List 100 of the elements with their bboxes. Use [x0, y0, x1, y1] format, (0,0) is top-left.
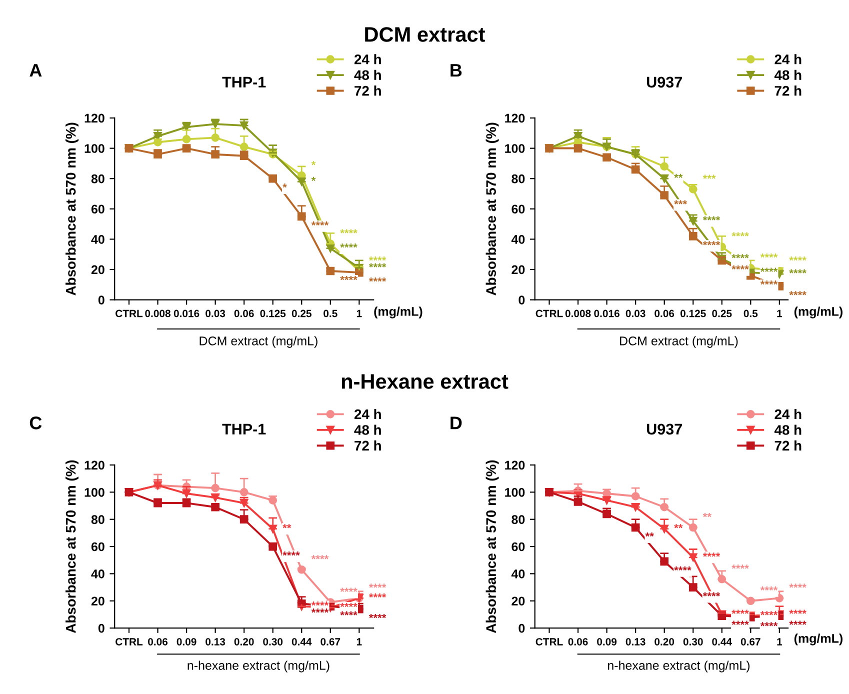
data-label: **	[674, 524, 683, 528]
data-label: ****	[789, 610, 806, 614]
y-tick-label: 80	[512, 174, 525, 184]
x-tick-label: 0.30	[683, 638, 703, 646]
y-tick-label: 100	[505, 488, 525, 497]
data-label: **	[674, 174, 683, 178]
data-label: *	[282, 184, 287, 188]
x-tick-label: 0.125	[260, 310, 286, 318]
data-label: ****	[732, 564, 749, 569]
data-label: ****	[760, 253, 778, 258]
text: DCM extract	[365, 27, 486, 42]
text: n-Hexane extract	[342, 374, 508, 389]
chart-title: THP-1	[222, 424, 266, 434]
data-label: ****	[282, 551, 300, 556]
data-label: ****	[732, 232, 749, 236]
data-label: ****	[760, 268, 778, 272]
data-label: ***	[674, 200, 688, 204]
x-tick-label: 1	[777, 638, 782, 646]
y-tick-label: 40	[91, 235, 104, 244]
data-label: ****	[311, 602, 329, 606]
x-tick-label: 0.09	[176, 638, 196, 646]
data-label: ****	[789, 256, 806, 261]
data-label: *	[311, 176, 316, 181]
y-tick-label: 0	[518, 296, 525, 304]
data-label: ****	[789, 620, 806, 625]
y-tick-label: 120	[84, 460, 104, 470]
y-tick-label: 80	[512, 515, 525, 524]
y-tick-label: 20	[512, 265, 525, 274]
x-tick-label: CTRL	[536, 310, 563, 318]
y-tick-label: 40	[511, 235, 525, 244]
data-label: ****	[340, 229, 358, 234]
x-tick-label: 0.03	[206, 310, 226, 318]
data-label: ****	[702, 592, 720, 596]
x-tick-label: 0.13	[206, 638, 226, 646]
text: (mg/mL)	[374, 306, 422, 318]
data-label: ****	[340, 611, 358, 616]
y-tick-label: 120	[505, 460, 525, 470]
x-tick-label: 0.06	[234, 310, 254, 318]
y-tick-label: 80	[91, 515, 104, 524]
x-tick-label: 1	[777, 310, 782, 318]
y-axis-title: Absorbance at 570 nm (%)	[66, 122, 78, 296]
x-tick-label: 0.008	[145, 310, 170, 318]
legend-label: 48 h	[354, 70, 381, 80]
x-tick-label: 0.67	[320, 638, 340, 646]
x-tick-label: 0.06	[654, 310, 674, 318]
legend-label: 48 h	[774, 70, 802, 80]
data-label: ****	[760, 586, 778, 591]
y-tick-label: 0	[98, 624, 104, 633]
chart-title: THP-1	[222, 76, 266, 88]
y-tick-label: 60	[91, 204, 104, 214]
x-tick-label: 0.44	[712, 638, 732, 646]
x-tick-label: CTRL	[536, 638, 563, 646]
data-label: ****	[760, 611, 778, 616]
x-tick-label: 1	[356, 638, 362, 646]
data-label: ****	[340, 244, 358, 248]
y-tick-label: 60	[91, 542, 104, 552]
data-label: ****	[702, 241, 720, 246]
chart-title: U937	[647, 76, 682, 88]
legend-label: 24 h	[354, 408, 381, 420]
data-label: ****	[368, 614, 386, 618]
text: C	[30, 416, 42, 430]
data-label: ****	[702, 216, 720, 220]
legend-label: 48 h	[774, 424, 802, 435]
text: (mg/mL)	[794, 306, 842, 318]
text: B	[450, 64, 462, 77]
legend-label: 72 h	[354, 440, 381, 450]
x-tick-label: 0.03	[626, 310, 646, 318]
data-label: ****	[311, 608, 329, 613]
chart-title: U937	[647, 424, 682, 435]
y-tick-label: 120	[84, 114, 104, 123]
y-axis-title: Absorbance at 570 nm (%)	[486, 122, 499, 296]
x-tick-label: 0.06	[148, 638, 168, 646]
y-axis-title: Absorbance at 570 nm (%)	[486, 460, 499, 634]
x-tick-label: 0.09	[597, 638, 617, 646]
data-label: ****	[789, 584, 806, 588]
legend-label: 24 h	[774, 54, 802, 64]
data-label: **	[645, 532, 654, 537]
text: A	[30, 64, 42, 77]
legend-label: 72 h	[774, 440, 802, 450]
y-tick-label: 100	[84, 144, 104, 153]
data-label: ****	[732, 254, 749, 258]
x-tick-label: 0.67	[740, 638, 760, 646]
y-tick-label: 20	[91, 596, 104, 606]
data-label: *	[311, 161, 316, 166]
x-tick-label: 0.44	[292, 638, 312, 646]
x-tick-label: CTRL	[116, 638, 143, 646]
x-tick-label: 0.25	[712, 310, 732, 318]
y-tick-label: 20	[512, 596, 525, 606]
x-axis-title: DCM extract (mg/mL)	[200, 336, 318, 348]
x-tick-label: 0.30	[263, 638, 283, 646]
data-label: ****	[732, 620, 749, 625]
data-label: ****	[311, 555, 329, 560]
data-label: ****	[760, 280, 778, 285]
x-tick-label: 0.016	[174, 310, 200, 318]
text: (mg/mL)	[794, 634, 842, 646]
legend-label: 24 h	[774, 408, 802, 420]
data-label: ****	[368, 256, 386, 261]
y-tick-label: 0	[98, 296, 104, 304]
legend-label: 24 h	[354, 54, 381, 64]
data-label: ****	[368, 584, 386, 588]
